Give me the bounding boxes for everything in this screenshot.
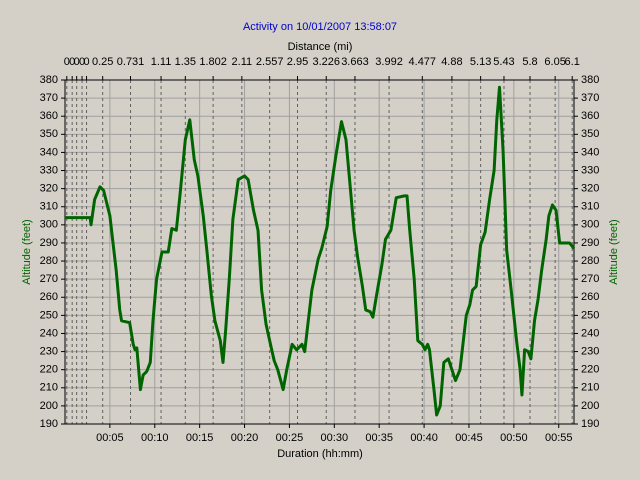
y2-tick-label: 270 <box>581 273 599 285</box>
x-tick-label: 00:50 <box>500 432 528 444</box>
y2-tick-label: 210 <box>581 382 599 394</box>
y2-tick-label: 190 <box>581 418 599 430</box>
y2-tick-label: 260 <box>581 291 599 303</box>
y-tick-label: 300 <box>40 219 58 231</box>
y2-tick-label: 240 <box>581 327 599 339</box>
y-tick-label: 360 <box>40 110 58 122</box>
y-tick-label: 220 <box>40 364 58 376</box>
y-tick-label: 350 <box>40 128 58 140</box>
x2-tick-label: 0.731 <box>117 56 145 68</box>
y2-tick-label: 230 <box>581 345 599 357</box>
x2-axis-label: Distance (mi) <box>288 41 353 53</box>
y2-tick-label: 370 <box>581 92 599 104</box>
x2-tick-label: 0 <box>79 56 85 68</box>
x2-tick-label: 2.557 <box>256 56 284 68</box>
x2-tick-label: 0 <box>83 56 89 68</box>
y2-tick-label: 200 <box>581 400 599 412</box>
x2-tick-label: 0 <box>69 56 75 68</box>
x-tick-label: 00:30 <box>321 432 349 444</box>
y2-tick-label: 380 <box>581 74 599 86</box>
x-tick-label: 00:10 <box>141 432 169 444</box>
y2-tick-label: 280 <box>581 255 599 267</box>
y2-tick-label: 290 <box>581 237 599 249</box>
x-tick-label: 00:25 <box>276 432 304 444</box>
y-tick-label: 190 <box>40 418 58 430</box>
y2-tick-label: 340 <box>581 146 599 158</box>
y2-tick-label: 250 <box>581 309 599 321</box>
y-tick-label: 380 <box>40 74 58 86</box>
y2-axis-label: Altitude (feet) <box>608 219 620 284</box>
y-tick-label: 270 <box>40 273 58 285</box>
y-tick-label: 370 <box>40 92 58 104</box>
y-tick-label: 250 <box>40 309 58 321</box>
x2-tick-label: 0.25 <box>92 56 113 68</box>
x2-tick-label: 3.663 <box>341 56 369 68</box>
x-tick-label: 00:55 <box>545 432 573 444</box>
x2-tick-label: 4.477 <box>409 56 437 68</box>
y-tick-label: 260 <box>40 291 58 303</box>
y-tick-label: 230 <box>40 345 58 357</box>
x2-tick-label: 1.35 <box>175 56 196 68</box>
y2-tick-label: 300 <box>581 219 599 231</box>
x2-tick-label: 2.11 <box>232 56 253 68</box>
line <box>65 85 576 417</box>
y-tick-label: 210 <box>40 382 58 394</box>
x-tick-label: 00:45 <box>455 432 483 444</box>
y-tick-label: 290 <box>40 237 58 249</box>
y2-tick-label: 350 <box>581 128 599 140</box>
x2-tick-label: 5.13 <box>470 56 491 68</box>
y2-tick-label: 220 <box>581 364 599 376</box>
y-tick-label: 280 <box>40 255 58 267</box>
y2-tick-label: 360 <box>581 110 599 122</box>
x-tick-label: 00:20 <box>231 432 259 444</box>
x2-tick-label: 0 <box>74 56 80 68</box>
x2-tick-label: 6.05 <box>544 56 565 68</box>
y2-tick-label: 310 <box>581 201 599 213</box>
x2-tick-label: 5.8 <box>522 56 537 68</box>
y-tick-label: 310 <box>40 201 58 213</box>
y-tick-label: 340 <box>40 146 58 158</box>
x2-tick-label: 1.802 <box>199 56 227 68</box>
plot-border <box>64 79 575 425</box>
y-tick-label: 330 <box>40 164 58 176</box>
x-tick-label: 00:05 <box>96 432 124 444</box>
x2-tick-label: 1.11 <box>151 56 172 68</box>
x2-tick-label: 4.88 <box>441 56 462 68</box>
x2-tick-label: 6.1 <box>565 56 580 68</box>
x-tick-label: 00:35 <box>365 432 393 444</box>
x2-tick-label: 3.992 <box>375 56 403 68</box>
y2-tick-label: 320 <box>581 183 599 195</box>
y-tick-label: 200 <box>40 400 58 412</box>
x2-tick-label: 2.95 <box>287 56 308 68</box>
x-axis-label: Duration (hh:mm) <box>277 448 363 460</box>
x2-tick-label: 3.226 <box>312 56 340 68</box>
y-axis-label: Altitude (feet) <box>21 219 33 284</box>
chart-title: Activity on 10/01/2007 13:58:07 <box>243 21 397 33</box>
x2-tick-label: 5.43 <box>493 56 514 68</box>
x2-tick-label: 0 <box>64 56 70 68</box>
x-tick-label: 00:40 <box>410 432 438 444</box>
x-tick-label: 00:15 <box>186 432 214 444</box>
y2-tick-label: 330 <box>581 164 599 176</box>
y-tick-label: 320 <box>40 183 58 195</box>
y-tick-label: 240 <box>40 327 58 339</box>
